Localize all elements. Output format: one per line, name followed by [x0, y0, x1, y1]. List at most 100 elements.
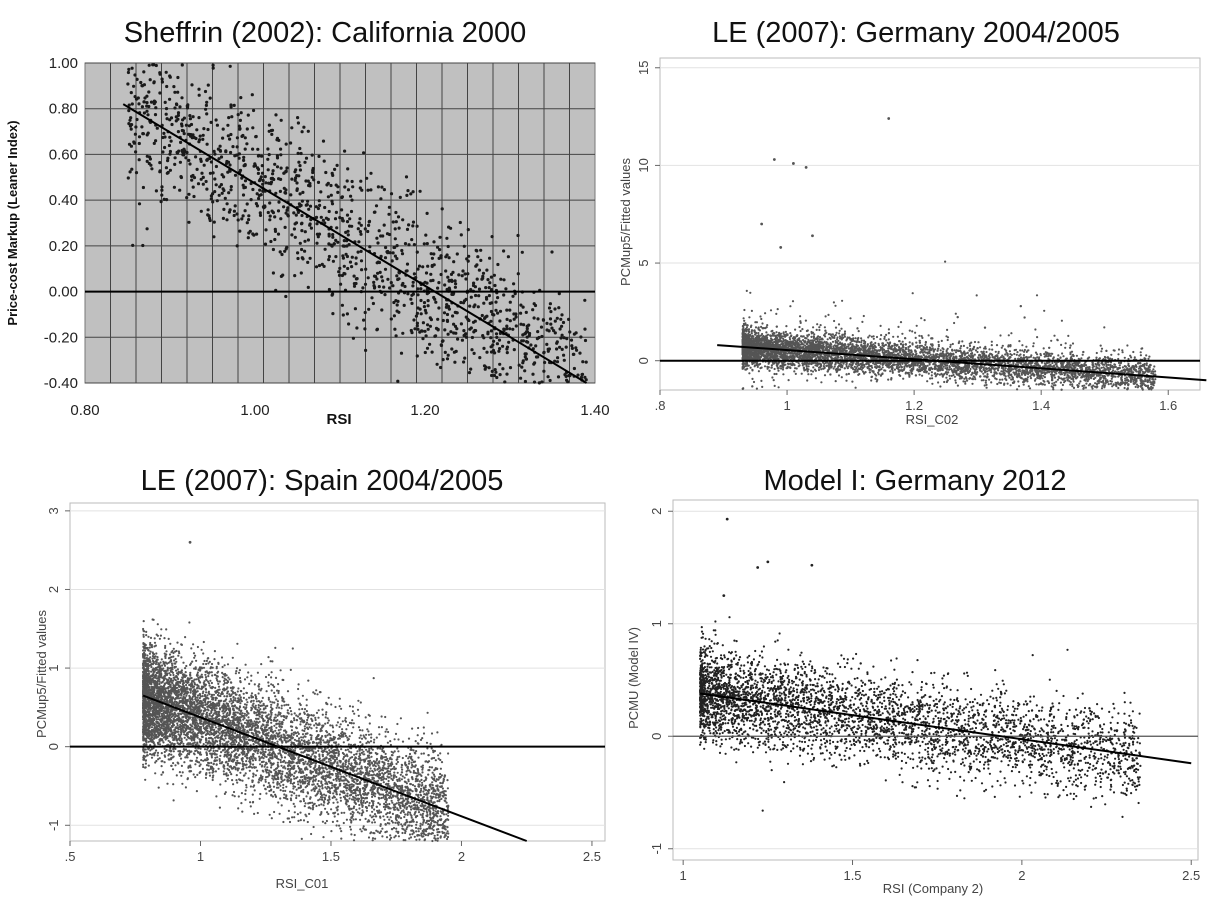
data-point: [299, 222, 304, 226]
data-point: [749, 291, 752, 294]
data-point: [184, 156, 188, 160]
data-point: [547, 329, 551, 333]
data-point: [256, 167, 261, 171]
data-point: [453, 279, 457, 283]
data-point: [411, 292, 415, 296]
data-point: [424, 311, 428, 315]
data-point: [219, 155, 224, 159]
data-point: [436, 245, 440, 249]
data-point: [141, 243, 145, 248]
data-point: [565, 337, 569, 341]
data-point: [317, 199, 321, 203]
data-point: [973, 340, 977, 344]
data-point: [872, 335, 875, 338]
data-point: [346, 167, 350, 171]
data-point: [163, 100, 167, 104]
data-point: [884, 343, 888, 346]
data-point: [305, 203, 309, 207]
data-point: [517, 363, 521, 367]
data-point: [896, 335, 900, 338]
data-point: [424, 334, 428, 338]
data-point: [986, 370, 989, 373]
data-point: [1153, 365, 1156, 368]
data-point: [273, 227, 277, 231]
data-point: [874, 341, 877, 345]
data-point: [340, 195, 344, 199]
data-point: [1080, 363, 1083, 366]
data-point: [393, 227, 397, 231]
data-point: [283, 249, 287, 253]
data-point: [221, 187, 225, 191]
data-point: [158, 161, 162, 165]
data-point: [521, 305, 525, 309]
data-point: [411, 190, 415, 194]
data-point: [267, 123, 271, 127]
data-point: [1095, 356, 1098, 359]
data-point: [172, 185, 176, 189]
data-point: [468, 304, 472, 308]
data-point: [425, 281, 429, 285]
data-point: [357, 221, 361, 225]
data-point: [962, 344, 966, 347]
data-point: [497, 349, 501, 353]
data-point: [227, 210, 231, 214]
data-point: [769, 334, 772, 337]
data-point: [411, 284, 415, 288]
data-point: [499, 277, 503, 281]
data-point: [505, 324, 509, 328]
data-point: [266, 168, 270, 172]
data-point: [463, 272, 467, 276]
data-point: [396, 215, 401, 219]
data-point: [490, 301, 494, 305]
data-point: [316, 206, 320, 211]
data-point: [191, 173, 195, 178]
data-point: [395, 303, 399, 307]
data-point: [425, 242, 429, 246]
data-point: [389, 281, 393, 285]
data-point: [394, 210, 398, 215]
data-point: [165, 198, 169, 202]
data-point: [1007, 334, 1010, 337]
data-point: [237, 124, 241, 128]
data-point: [330, 202, 335, 206]
data-point: [251, 126, 255, 130]
data-point: [411, 224, 415, 228]
data-point: [511, 282, 516, 286]
data-point: [840, 376, 843, 379]
data-point: [140, 105, 144, 109]
data-point: [453, 360, 457, 364]
data-point: [973, 353, 976, 356]
data-point: [489, 345, 493, 349]
data-point: [358, 217, 362, 221]
data-point: [1067, 334, 1070, 337]
data-point: [560, 347, 564, 351]
data-point: [194, 155, 198, 159]
data-point: [410, 301, 414, 305]
data-point: [346, 229, 350, 233]
data-point: [1076, 385, 1080, 389]
data-point: [416, 293, 420, 297]
data-point: [505, 372, 509, 376]
data-point: [492, 313, 496, 317]
data-point: [300, 213, 304, 218]
data-point: [443, 350, 447, 354]
data-point: [164, 166, 168, 170]
data-point: [949, 343, 952, 346]
data-point: [422, 301, 427, 305]
data-point: [526, 340, 530, 344]
data-point: [524, 357, 529, 361]
data-point: [1100, 350, 1103, 353]
data-point: [1053, 376, 1057, 379]
data-point: [179, 175, 183, 179]
data-point: [165, 117, 169, 121]
data-point: [459, 322, 463, 326]
data-point: [388, 251, 392, 255]
data-point: [984, 379, 988, 382]
data-point: [470, 348, 474, 352]
data-point: [452, 350, 456, 354]
data-point: [481, 276, 485, 280]
data-point: [552, 329, 556, 333]
data-point: [519, 303, 523, 307]
data-point: [904, 371, 908, 374]
data-point: [243, 163, 247, 167]
